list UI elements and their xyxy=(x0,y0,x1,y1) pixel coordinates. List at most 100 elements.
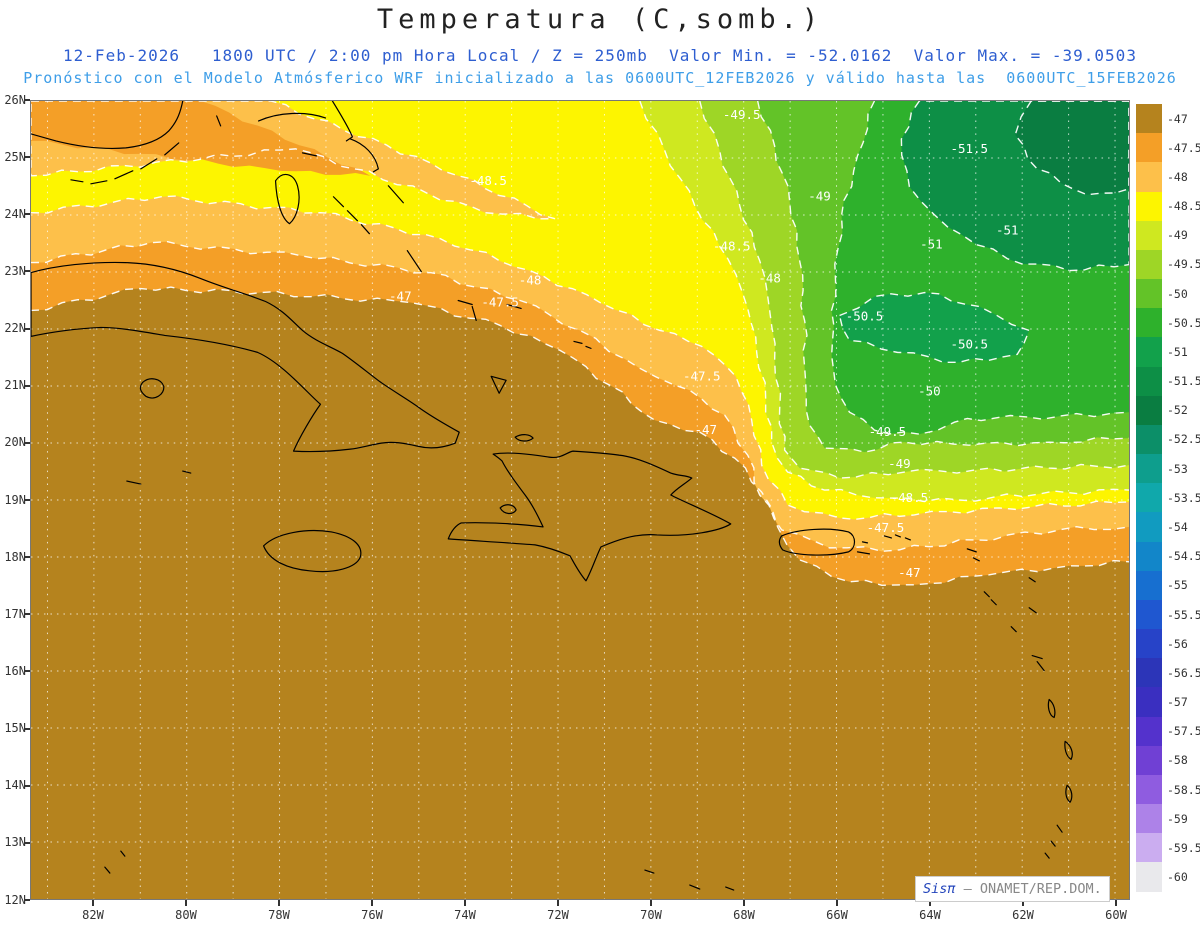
coast-abc-islands xyxy=(104,850,735,891)
colorbar-label: -56.5 xyxy=(1167,665,1200,680)
contour-label: -47.5 xyxy=(867,520,905,535)
colorbar-label: -48.5 xyxy=(1167,199,1200,214)
lon-tick xyxy=(650,900,652,906)
colorbar-label: -54 xyxy=(1167,519,1188,534)
colorbar-swatch xyxy=(1136,599,1162,630)
colorbar-swatch xyxy=(1136,191,1162,221)
colorbar-row: -47.5 xyxy=(1136,133,1200,163)
lon-tick xyxy=(278,900,280,906)
colorbar: -47 -47.5 -48 -48.5 -49 -49.5 -50 -50.5 -51 -51.5… xyxy=(1136,104,1200,892)
lon-tick xyxy=(371,900,373,906)
colorbar-label: -56 xyxy=(1167,636,1188,651)
lat-tick xyxy=(24,556,30,559)
contour-label: -50.5 xyxy=(846,308,884,323)
colorbar-swatch xyxy=(1136,716,1162,746)
contour-line xyxy=(639,101,1129,503)
cold-patch--51 xyxy=(839,292,1030,363)
colorbar-label: -57 xyxy=(1167,695,1188,710)
colorbar-swatch xyxy=(1136,483,1162,513)
colorbar-swatch xyxy=(1136,629,1162,659)
lon-tick xyxy=(1022,900,1024,906)
colorbar-label: -53.5 xyxy=(1167,490,1200,505)
colorbar-row: -54 xyxy=(1136,512,1200,542)
lon-label-70W: 70W xyxy=(640,908,662,922)
lat-label-26N: 26N xyxy=(4,92,26,107)
coast-puerto-rico xyxy=(778,528,871,556)
contour-label: -49.5 xyxy=(723,107,761,122)
lon-tick xyxy=(836,900,838,906)
lat-tick xyxy=(24,327,30,330)
lat-label-20N: 20N xyxy=(4,435,26,450)
colorbar-label: -53 xyxy=(1167,461,1188,476)
lon-tick xyxy=(1115,900,1117,906)
colorbar-swatch xyxy=(1136,162,1162,192)
coastlines xyxy=(31,101,1073,897)
lon-tick xyxy=(929,900,931,906)
coast-gonave xyxy=(499,504,517,515)
colorbar-swatch xyxy=(1136,687,1162,717)
colorbar-swatch xyxy=(1136,570,1162,600)
colorbar-swatch xyxy=(1136,804,1162,834)
contour-label: -48.5 xyxy=(713,239,751,254)
contour-label: -49.5 xyxy=(869,424,907,439)
colorbar-row: -58 xyxy=(1136,745,1200,775)
colorbar-row: -58.5 xyxy=(1136,774,1200,805)
contour-label: -48 xyxy=(758,271,781,286)
lat-tick xyxy=(24,270,30,273)
colorbar-row: -53 xyxy=(1136,454,1200,484)
coast-jamaica xyxy=(262,529,362,573)
colorbar-swatch xyxy=(1136,366,1162,396)
contour-label: -49 xyxy=(808,189,831,204)
coast-hispaniola xyxy=(447,450,732,582)
colorbar-swatch xyxy=(1136,424,1162,455)
colorbar-row: -59 xyxy=(1136,804,1200,834)
colorbar-label: -54.5 xyxy=(1167,549,1200,564)
colorbar-swatch xyxy=(1136,862,1162,892)
contour-line xyxy=(838,291,1031,364)
coast-caymans xyxy=(126,470,192,485)
colorbar-swatch xyxy=(1136,104,1162,134)
lat-tick xyxy=(24,99,30,101)
colorbar-swatch xyxy=(1136,833,1162,863)
contour-label: -47.5 xyxy=(481,294,519,309)
contour-map: -49.5 -51.5 -48.5 -49 -51 -51 -48.5 -48 -48 -47 -4… xyxy=(30,100,1130,900)
lat-tick xyxy=(24,841,30,844)
latitude-axis: 26N 25N 24N 23N 22N 21N 20N 19N 18N 17N 16N 15N 14N 1… xyxy=(0,93,30,907)
contour-label: -50 xyxy=(918,383,941,398)
colorbar-swatch xyxy=(1136,658,1162,688)
colorbar-swatch xyxy=(1136,512,1162,542)
colorbar-row: -55 xyxy=(1136,570,1200,600)
colorbar-row: -48 xyxy=(1136,162,1200,192)
lat-tick xyxy=(24,156,30,159)
lat-label-15N: 15N xyxy=(4,721,26,736)
lat-tick xyxy=(24,441,30,444)
colorbar-label: -49.5 xyxy=(1167,257,1200,272)
contour-label: -48.5 xyxy=(469,173,507,188)
lon-label-64W: 64W xyxy=(919,908,941,922)
contour-line xyxy=(699,101,1129,479)
colorbar-row: -48.5 xyxy=(1136,191,1200,221)
colorbar-row: -49.5 xyxy=(1136,249,1200,280)
colorbar-row: -50 xyxy=(1136,279,1200,309)
contour-label: -51.5 xyxy=(951,141,989,156)
contour-label: -49 xyxy=(888,456,911,471)
colorbar-swatch xyxy=(1136,395,1162,425)
page-title: Temperatura (C,somb.) xyxy=(376,4,824,35)
lat-tick xyxy=(24,784,30,787)
colorbar-label: -60 xyxy=(1167,870,1188,885)
lat-label-22N: 22N xyxy=(4,321,26,336)
lat-tick xyxy=(24,499,30,501)
colorbar-row: -47 xyxy=(1136,104,1200,134)
longitude-axis: 82W 80W 78W 76W 74W 72W 70W 68W 66W 64W 62W 60W xyxy=(30,900,1130,927)
colorbar-row: -50.5 xyxy=(1136,308,1200,338)
colorbar-swatch xyxy=(1136,337,1162,367)
contour-line xyxy=(830,101,1129,435)
lat-label-21N: 21N xyxy=(4,378,26,393)
lon-tick xyxy=(185,900,187,906)
lat-tick xyxy=(24,899,30,901)
contour-label: -48 xyxy=(519,273,542,288)
lat-label-23N: 23N xyxy=(4,263,26,278)
cold-core-patches xyxy=(839,101,1129,363)
colorbar-row: -56 xyxy=(1136,629,1200,659)
